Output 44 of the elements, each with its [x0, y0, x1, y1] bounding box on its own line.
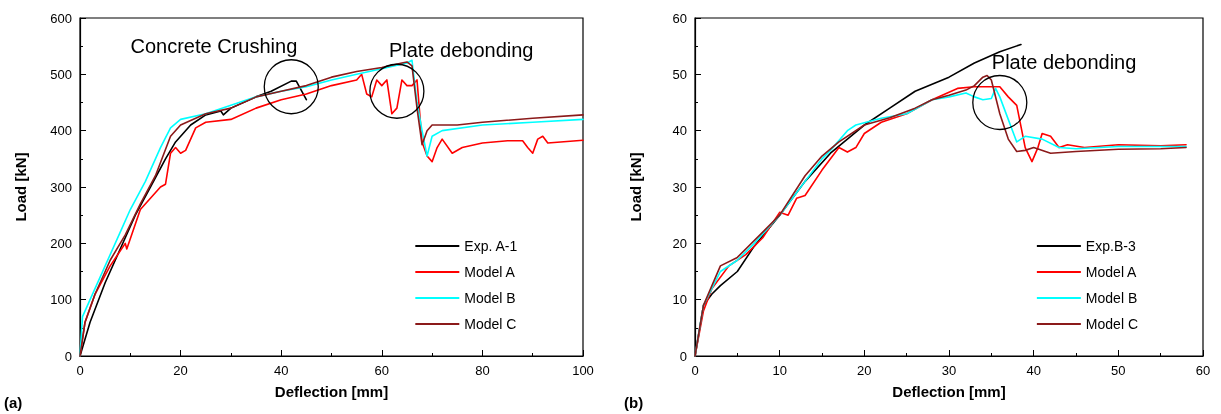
x-tick-label: 0 [691, 363, 699, 378]
y-tick-label: 400 [50, 123, 72, 139]
x-tick-label: 10 [772, 363, 787, 378]
y-tick-label: 0 [679, 348, 687, 364]
annotation: Plate debonding [388, 39, 534, 62]
y-tick-label: 30 [672, 179, 687, 195]
y-tick-label: 500 [50, 66, 72, 82]
y-axis-title: Load [kN] [12, 152, 29, 222]
legend-label: Model C [1085, 316, 1139, 332]
y-tick-label: 40 [672, 123, 687, 139]
y-tick-label: 60 [672, 10, 687, 26]
x-tick-label: 100 [572, 363, 594, 378]
legend-label: Model A [464, 264, 516, 280]
y-tick-label: 200 [50, 235, 72, 251]
legend-label: Model A [1085, 264, 1138, 280]
legend-label: Model C [464, 316, 517, 332]
x-tick-label: 60 [1195, 363, 1211, 378]
x-tick-label: 0 [76, 363, 84, 378]
x-tick-label: 40 [1026, 363, 1041, 378]
x-tick-label: 20 [173, 363, 188, 378]
x-tick-label: 50 [1111, 363, 1126, 378]
annotation: Plate debonding [991, 50, 1137, 73]
annotation: Concrete Crushing [130, 34, 298, 57]
legend-label: Model B [464, 290, 516, 306]
x-axis-title: Deflection [mm] [892, 383, 1006, 400]
y-tick-label: 20 [672, 235, 687, 251]
legend-label: Exp.B-3 [1085, 238, 1136, 254]
x-tick-label: 20 [857, 363, 872, 378]
text: (b) [624, 394, 644, 411]
y-tick-label: 600 [50, 10, 72, 26]
legend-label: Model B [1085, 290, 1138, 306]
x-tick-label: 40 [273, 363, 289, 378]
y-tick-label: 10 [672, 292, 687, 308]
legend-label: Exp. A-1 [464, 238, 518, 254]
y-tick-label: 100 [50, 292, 72, 308]
y-tick-label: 0 [64, 348, 72, 364]
y-axis-title: Load [kN] [627, 152, 644, 222]
y-tick-label: 300 [50, 179, 72, 195]
x-tick-label: 30 [941, 363, 957, 378]
text: (a) [4, 394, 23, 411]
x-tick-label: 80 [475, 363, 490, 378]
x-axis-title: Deflection [mm] [274, 383, 389, 400]
x-tick-label: 60 [374, 363, 390, 378]
y-tick-label: 50 [672, 66, 687, 82]
